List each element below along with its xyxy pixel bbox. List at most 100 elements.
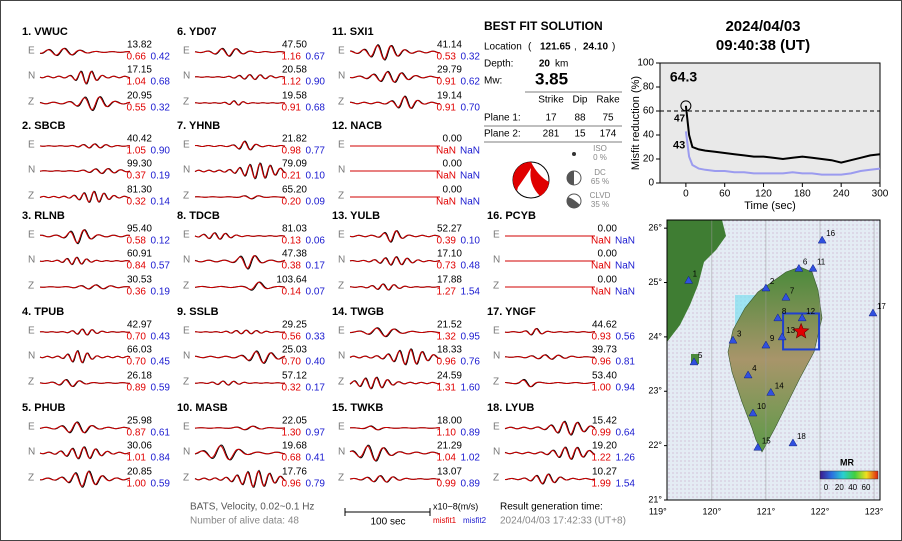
epicenter [792,322,810,339]
amplitude: 0.00 [598,224,618,235]
component-label: N [183,165,190,176]
x-axis-label: Time (sec) [744,200,796,212]
synthetic-waveform [194,232,286,240]
station-number: 13 [786,326,795,335]
component-label: N [183,71,190,82]
misfit1: 0.58 [127,236,147,247]
component-pct: 35 % [591,200,609,209]
component-label: E [338,140,345,151]
component-label: N [493,351,500,362]
station-marker [748,408,758,417]
misfit1: 1.10 [437,428,457,439]
colorbar-tick: 60 [862,483,871,492]
misfit2: 1.02 [461,453,481,464]
misfit2: 0.33 [306,332,326,343]
station-label: 18. LYUB [487,402,534,414]
amplitude: 41.14 [437,40,462,51]
misfit1: 0.70 [127,357,147,368]
station-marker [794,263,804,272]
misfit1: NaN [436,146,456,157]
filter: BATS, Velocity, 0.02~0.1 Hz [190,502,314,513]
misfit1: NaN [591,287,611,298]
component-label: Z [28,377,34,388]
synthetic-waveform [349,256,440,266]
synthetic-waveform [39,284,131,290]
misfit1: 0.99 [437,479,457,490]
misfit2: 0.17 [306,261,326,272]
station-number: 17 [877,302,886,311]
component-label: Z [338,191,344,202]
map-y-label: 24° [648,331,662,341]
station-number: 11 [817,257,826,266]
synthetic-waveform [195,380,286,386]
misfit1: 0.32 [127,197,147,208]
misfit1: 0.13 [282,236,302,247]
misfit1: 0.93 [592,332,612,343]
misfit2: 0.67 [306,52,326,63]
mw-label: Mw: [484,76,502,87]
amplitude: 19.68 [282,441,307,452]
synthetic-waveform [349,283,441,291]
misfit1: 1.30 [282,428,302,439]
component-pct: 0 % [593,153,607,162]
misfit2: 0.79 [306,479,326,490]
misfit2: 0.59 [151,383,171,394]
misfit2: NaN [460,171,480,182]
amplitude: 99.30 [127,159,152,170]
location-label: Location [484,42,522,53]
component-label: N [183,255,190,266]
misfit2: 0.06 [306,236,326,247]
synthetic-waveform [194,445,286,461]
misfit2: NaN [615,261,635,272]
component-label: Z [183,97,189,108]
misfit2: 0.89 [461,428,481,439]
amplitude: 44.62 [592,320,617,331]
component-label: N [28,351,35,362]
synthetic-waveform [350,425,440,431]
map-y-label: 23° [648,386,662,396]
amplitude: 0.00 [598,249,618,260]
misfit2: 0.89 [461,479,481,490]
component-label: E [338,46,345,57]
synthetic-waveform [195,100,286,106]
amplitude: 24.59 [437,371,462,382]
x-tick-label: 120 [755,189,772,200]
synthetic-waveform [39,379,131,387]
component-label: Z [28,191,34,202]
misfit1: 0.89 [127,383,147,394]
misfit2: NaN [615,236,635,247]
misfit1: NaN [591,236,611,247]
component-label: N [338,447,345,458]
station-number: 2 [770,277,775,286]
station-marker [743,370,753,379]
misfit1: 0.55 [127,103,147,114]
misfit1: 1.27 [437,287,457,298]
synthetic-waveform [194,48,286,57]
station-label: 13. YULB [332,210,380,222]
amplitude: 17.10 [437,249,462,260]
map-x-label: 121° [757,506,776,516]
amplitude: 25.03 [282,345,307,356]
amplitude: 0.00 [598,275,618,286]
y-tick-label: 80 [643,82,655,93]
synthetic-waveform [40,229,131,244]
synthetic-waveform [194,425,285,431]
station-label: 3. RLNB [22,210,65,222]
synthetic-waveform [39,96,131,111]
misfit1: 1.31 [437,383,457,394]
component-label: Z [183,191,189,202]
component-label: E [28,422,35,433]
station-marker [761,340,771,349]
misfit1: NaN [591,261,611,272]
misfit2: NaN [615,287,635,298]
misfit2: 0.97 [306,428,326,439]
synthetic-waveform [39,191,131,203]
synthetic-waveform [195,141,286,151]
misfit2: 1.26 [616,453,636,464]
station-number: 6 [803,257,808,266]
solution-title: BEST FIT SOLUTION [484,19,603,33]
table-header: Strike [538,95,564,106]
misfit2: 0.45 [151,357,171,368]
series-line [684,131,881,176]
misfit1: 0.70 [282,357,302,368]
